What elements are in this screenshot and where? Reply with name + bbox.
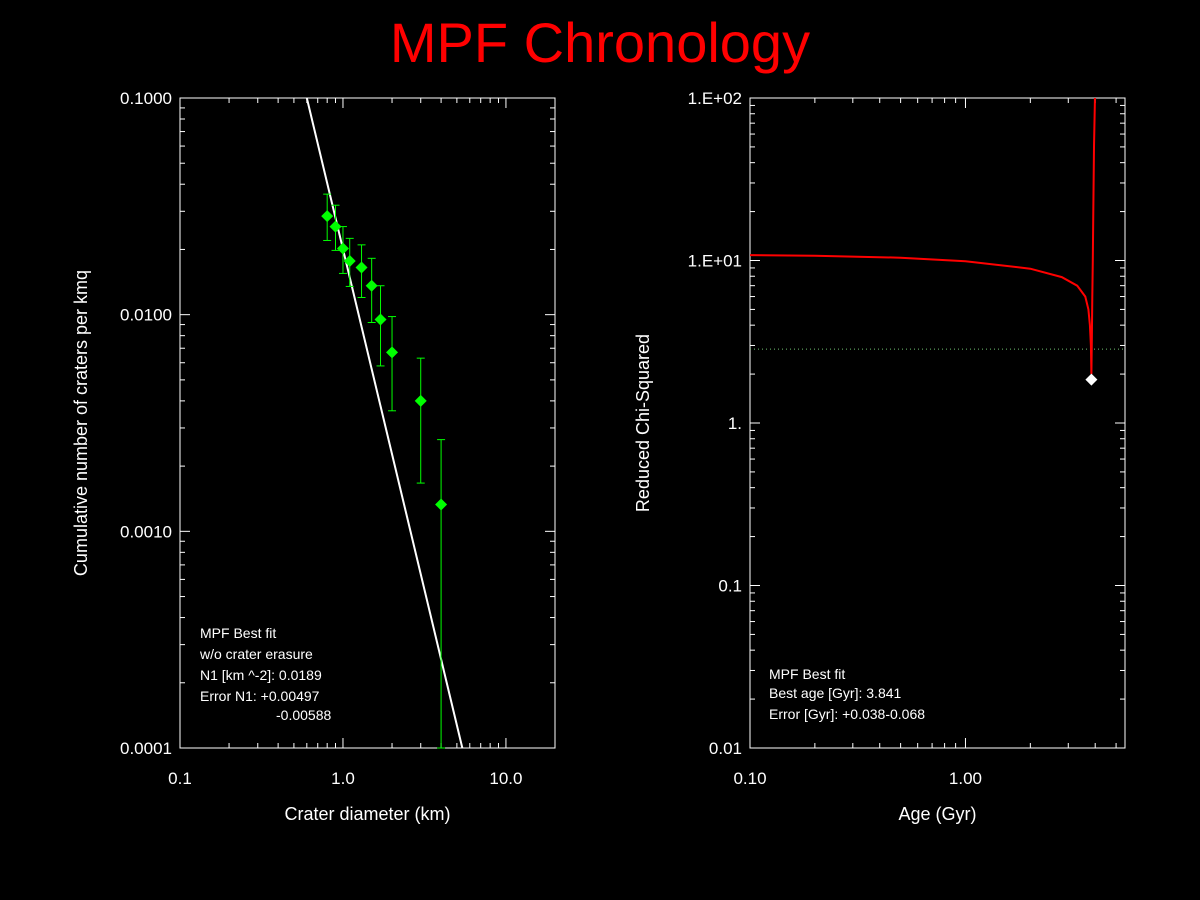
page-title: MPF Chronology [389,11,811,74]
left-legend-header: MPF Best fit [200,625,276,641]
right-y-tick-label: 1. [728,414,742,433]
right-x-axis-title: Age (Gyr) [898,804,976,824]
crater-data-point [329,220,342,233]
left-legend-line: Error N1: +0.00497 [200,688,320,704]
right-legend-header: MPF Best fit [769,666,845,682]
crater-data-point [365,279,378,292]
crater-data-point [386,346,399,359]
left-x-axis-title: Crater diameter (km) [284,804,450,824]
power-law-fit-line [305,97,464,749]
crater-data-point [336,242,349,255]
chi-squared-curve [750,98,1096,375]
crater-data-point [355,261,368,274]
left-y-axis-title: Cumulative number of craters per kmq [71,270,91,576]
crater-data-point [343,254,356,267]
left-y-tick-label: 0.0100 [120,306,172,325]
crater-data-point [414,394,427,407]
left-legend-line: w/o crater erasure [199,646,313,662]
right-y-axis-title: Reduced Chi-Squared [633,334,653,512]
right-legend-line: Best age [Gyr]: 3.841 [769,685,902,701]
left-legend-line: N1 [km ^-2]: 0.0189 [200,667,322,683]
crater-data-point [374,313,387,326]
crater-data-point [321,210,334,223]
left-x-tick-label: 10.0 [489,769,522,788]
left-y-tick-label: 0.0010 [120,522,172,541]
crater-data-point [435,498,448,511]
left-y-tick-label: 0.0001 [120,739,172,758]
right-legend-line: Error [Gyr]: +0.038-0.068 [769,706,925,722]
left-y-tick-label: 0.1000 [120,89,172,108]
right-x-tick-label: 1.00 [949,769,982,788]
best-age-marker [1085,373,1098,386]
left-legend-line: -0.00588 [276,707,331,723]
right-y-tick-label: 1.E+01 [688,252,742,271]
right-y-tick-label: 0.1 [718,577,742,596]
left-plot-frame [179,97,556,749]
left-x-tick-label: 1.0 [331,769,355,788]
right-plot-frame [749,97,1126,749]
left-x-tick-label: 0.1 [168,769,192,788]
right-x-tick-label: 0.10 [733,769,766,788]
right-y-tick-label: 0.01 [709,739,742,758]
right-y-tick-label: 1.E+02 [688,89,742,108]
